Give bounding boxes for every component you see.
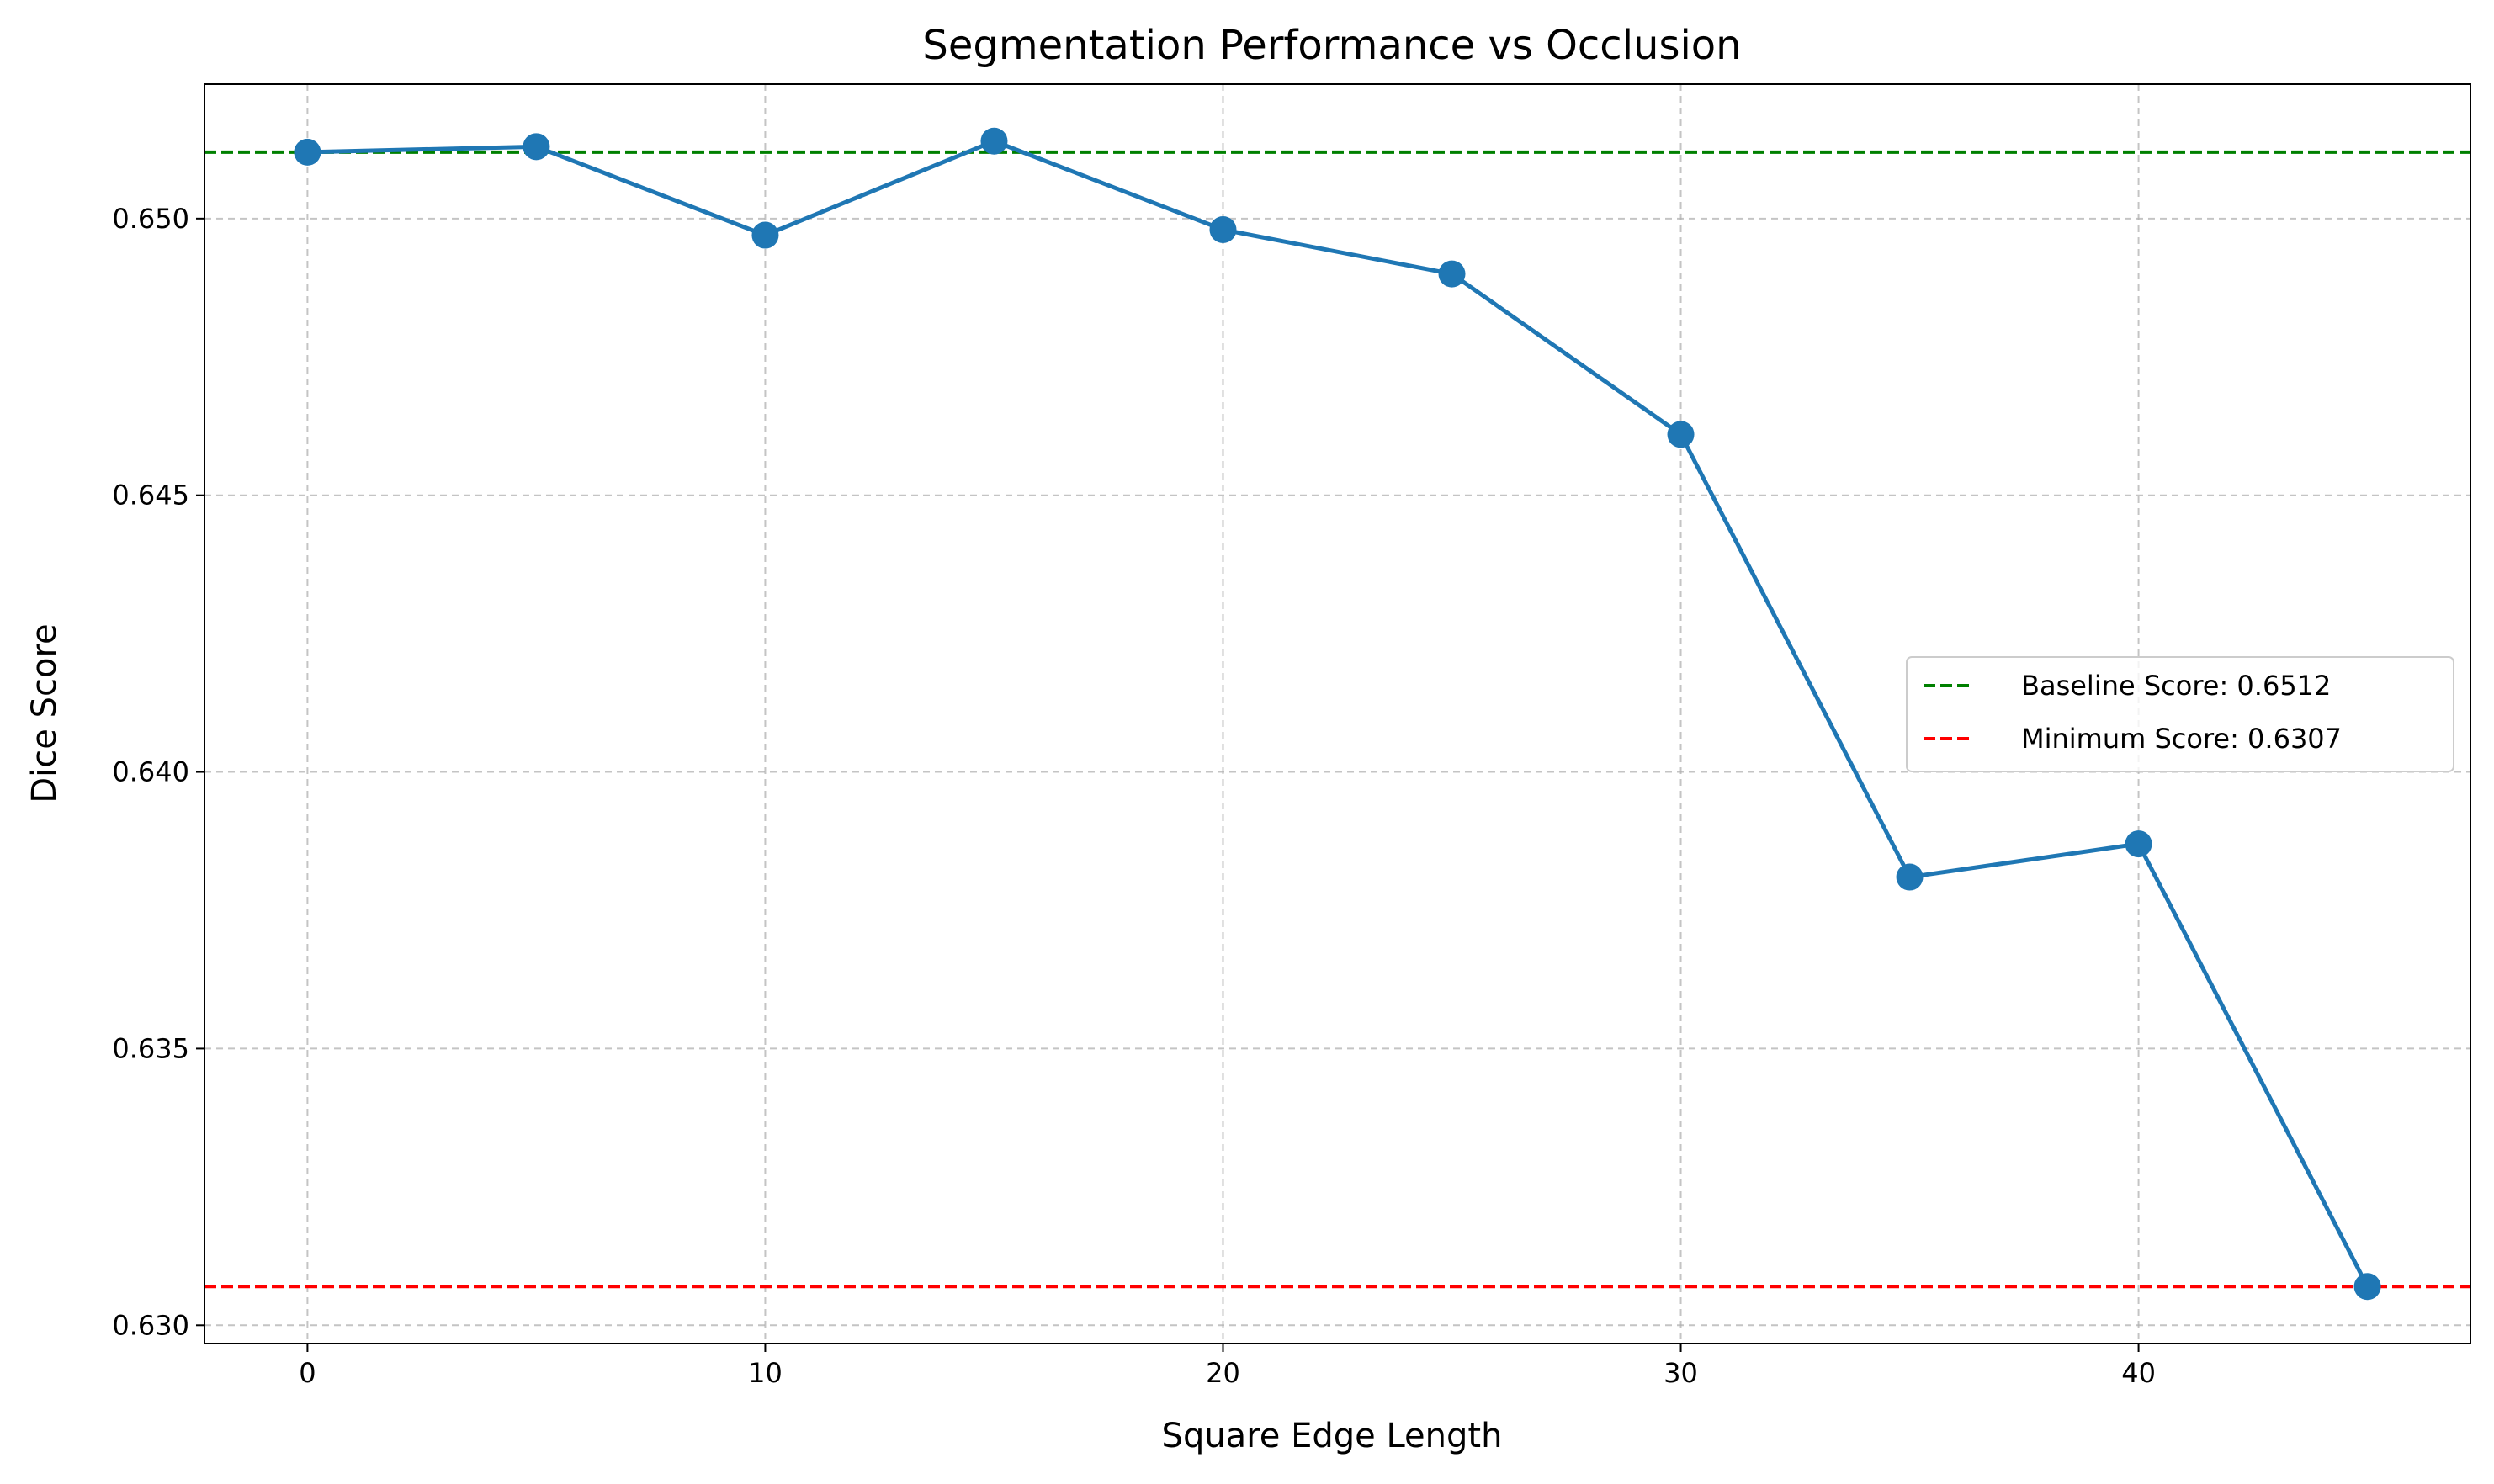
- data-point: [294, 138, 321, 166]
- y-axis-title: Dice Score: [25, 623, 64, 803]
- data-point: [1438, 260, 1466, 288]
- plot-area: [204, 83, 2471, 1344]
- chart-title: Segmentation Performance vs Occlusion: [922, 22, 1741, 69]
- data-point: [1209, 215, 1237, 243]
- data-point: [2125, 830, 2152, 858]
- data-point: [980, 127, 1008, 155]
- y-tick-label: 0.635: [112, 1032, 189, 1064]
- data-point: [2353, 1273, 2381, 1301]
- x-tick-label: 40: [2121, 1357, 2156, 1389]
- grid: [204, 84, 2470, 1344]
- reference-lines: [204, 150, 2470, 1289]
- series-layer: [294, 127, 2381, 1301]
- data-point: [1667, 421, 1695, 448]
- y-tick-label: 0.630: [112, 1309, 189, 1341]
- x-axis-title: Square Edge Length: [1162, 1417, 1503, 1455]
- series-line: [307, 139, 2369, 1288]
- x-tick-label: 20: [1206, 1357, 1240, 1389]
- data-point: [1896, 863, 1924, 891]
- y-tick-label: 0.645: [112, 480, 189, 511]
- axis-ticks: 0 10 20 30 40 0.630 0.635 0.640 0.645 0.650: [112, 203, 2156, 1389]
- legend-box: [1906, 656, 2454, 772]
- plot-frame: [204, 83, 2471, 1344]
- legend: Baseline Score: 0.6512 Minimum Score: 0.…: [1906, 656, 2454, 772]
- data-point: [523, 133, 550, 161]
- y-tick-label: 0.640: [112, 756, 189, 788]
- legend-entry-baseline: Baseline Score: 0.6512: [2021, 670, 2331, 702]
- x-tick-label: 0: [299, 1357, 316, 1389]
- legend-entry-minimum: Minimum Score: 0.6307: [2021, 723, 2342, 755]
- data-point: [751, 221, 779, 249]
- x-tick-label: 10: [748, 1357, 783, 1389]
- y-tick-label: 0.650: [112, 203, 189, 235]
- x-tick-label: 30: [1664, 1357, 1698, 1389]
